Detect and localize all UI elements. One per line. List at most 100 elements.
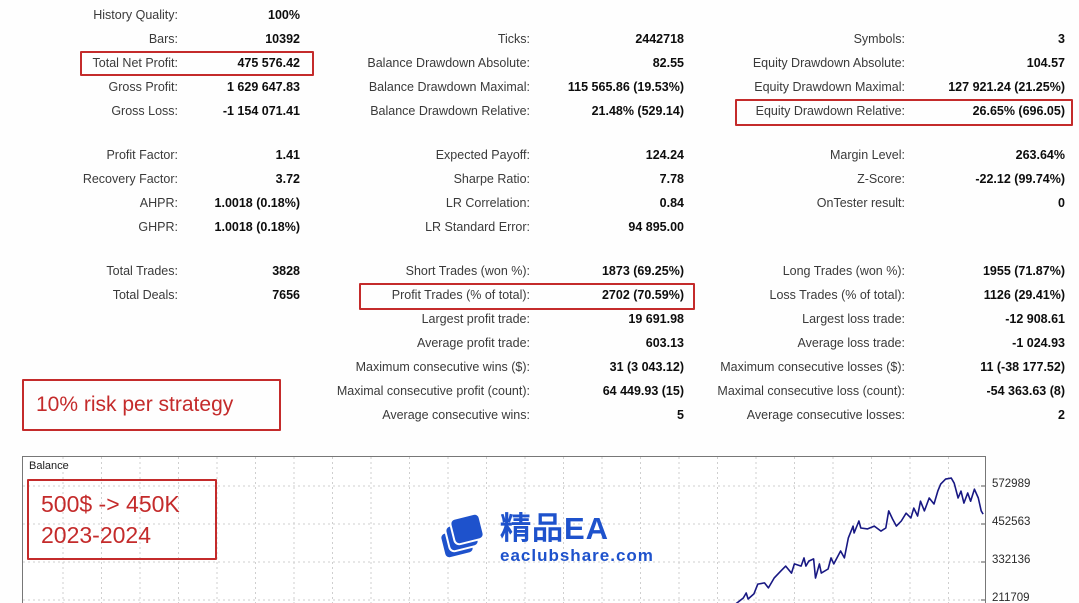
y-axis-tick-label: 332136 (992, 554, 1031, 566)
stat-row: Balance Drawdown Absolute: 82.55 (310, 51, 684, 75)
stat-row: Average loss trade: -1 024.93 (690, 331, 1065, 355)
stat-value: 0.84 (659, 196, 684, 210)
stat-value: 10392 (265, 32, 300, 46)
stat-value: 127 921.24 (21.25%) (948, 80, 1065, 94)
stat-value: 1126 (29.41%) (983, 288, 1065, 302)
stats-column-2-section-2: Expected Payoff: 124.24 Sharpe Ratio: 7.… (310, 143, 684, 239)
stat-label: Balance Drawdown Relative: (370, 104, 530, 118)
stats-column-1-section-3: Total Trades: 3828 Total Deals: 7656 (0, 259, 300, 307)
stat-row: Average consecutive losses: 2 (690, 403, 1065, 427)
stat-row: OnTester result: 0 (690, 191, 1065, 215)
stat-label: Maximum consecutive wins ($): (355, 360, 530, 374)
stat-value: -1 024.93 (1012, 336, 1065, 350)
stat-row: Long Trades (won %): 1955 (71.87%) (690, 259, 1065, 283)
stat-label: Average consecutive wins: (382, 408, 530, 422)
stat-row: Maximum consecutive losses ($): 11 (-38 … (690, 355, 1065, 379)
stat-label: GHPR: (138, 220, 178, 234)
stat-label: Profit Trades (% of total): (391, 288, 530, 302)
stat-label: Gross Profit: (108, 80, 178, 94)
stat-label: Gross Loss: (111, 104, 178, 118)
stat-label: AHPR: (139, 196, 178, 210)
stat-value: 1 629 647.83 (227, 80, 300, 94)
stat-row: Maximal consecutive loss (count): -54 36… (690, 379, 1065, 403)
stat-row: Maximum consecutive wins ($): 31 (3 043.… (310, 355, 684, 379)
stat-value: 263.64% (1015, 148, 1065, 162)
stat-label: Short Trades (won %): (405, 264, 530, 278)
stat-value: 2442718 (635, 32, 684, 46)
stat-value: 1.0018 (0.18%) (214, 220, 300, 234)
stat-value: 3 (1058, 32, 1065, 46)
stat-row: GHPR: 1.0018 (0.18%) (0, 215, 300, 239)
risk-annotation-text: 10% risk per strategy (36, 393, 234, 416)
stat-label: Total Deals: (112, 288, 178, 302)
stat-row: LR Standard Error: 94 895.00 (310, 215, 684, 239)
watermark-brand-text: 精品EA (500, 511, 610, 546)
stat-value: 1.0018 (0.18%) (214, 196, 300, 210)
stat-label: Equity Drawdown Absolute: (752, 56, 905, 70)
stat-value: 26.65% (696.05) (972, 104, 1065, 118)
stat-row: Ticks: 2442718 (310, 27, 684, 51)
stat-label: Equity Drawdown Maximal: (754, 80, 905, 94)
result-annotation-line2: 2023-2024 (41, 521, 151, 548)
stat-value: 104.57 (1026, 56, 1065, 70)
highlight-box-equity-drawdown-relative (735, 99, 1073, 126)
y-axis-tick-label: 572989 (992, 478, 1031, 491)
stat-label: Z-Score: (857, 172, 905, 186)
watermark-logo-icon (440, 512, 485, 560)
stat-value: 11 (-38 177.52) (980, 360, 1065, 374)
stat-row: Largest loss trade: -12 908.61 (690, 307, 1065, 331)
stat-row: Largest profit trade: 19 691.98 (310, 307, 684, 331)
watermark: 精品EA eaclubshare.com (440, 512, 654, 566)
stats-column-1-section-2: Profit Factor: 1.41 Recovery Factor: 3.7… (0, 143, 300, 239)
stat-row: Bars: 10392 (0, 27, 300, 51)
stats-column-3-section-1: Symbols: 3 Equity Drawdown Absolute: 104… (690, 27, 1065, 123)
stat-value: 82.55 (652, 56, 684, 70)
stat-value: 124.24 (645, 148, 684, 162)
stat-row: Profit Factor: 1.41 (0, 143, 300, 167)
stat-value: -22.12 (99.74%) (975, 172, 1065, 186)
stat-row: Symbols: 3 (690, 27, 1065, 51)
highlight-box-total-net-profit (80, 51, 314, 76)
stat-label: LR Standard Error: (425, 220, 530, 234)
stat-value: 7656 (272, 288, 300, 302)
stat-row: Short Trades (won %): 1873 (69.25%) (310, 259, 684, 283)
stat-row: Gross Profit: 1 629 647.83 (0, 75, 300, 99)
stats-column-3-section-3: Long Trades (won %): 1955 (71.87%) Loss … (690, 259, 1065, 427)
y-axis-labels: 572989 452563 332136 211709 (992, 456, 1062, 603)
stat-value: 5 (677, 408, 684, 422)
stat-value: 21.48% (529.14) (591, 104, 684, 118)
stat-row: Balance Drawdown Maximal: 115 565.86 (19… (310, 75, 684, 99)
stat-label: LR Correlation: (445, 196, 530, 210)
result-annotation-box: 500$ -> 450K 2023-2024 (27, 479, 217, 560)
stat-label: Average loss trade: (797, 336, 905, 350)
stat-row: Equity Drawdown Maximal: 127 921.24 (21.… (690, 75, 1065, 99)
stats-column-1-section-1: History Quality: 100% Bars: 10392 Total … (0, 3, 300, 123)
stat-label: OnTester result: (816, 196, 905, 210)
stat-value: 19 691.98 (628, 312, 684, 326)
stats-column-2-section-1: Ticks: 2442718 Balance Drawdown Absolute… (310, 27, 684, 123)
stat-label: Bars: (148, 32, 178, 46)
stat-label: History Quality: (93, 8, 178, 22)
stat-value: 0 (1058, 196, 1065, 210)
stat-row: Profit Trades (% of total): 2702 (70.59%… (310, 283, 684, 307)
stats-column-3-section-2: Margin Level: 263.64% Z-Score: -22.12 (9… (690, 143, 1065, 215)
watermark-site-text: eaclubshare.com (500, 546, 654, 565)
stat-value: 2702 (70.59%) (601, 288, 684, 302)
stat-row: Margin Level: 263.64% (690, 143, 1065, 167)
stat-label: Total Trades: (106, 264, 178, 278)
stat-row: Recovery Factor: 3.72 (0, 167, 300, 191)
stat-value: 475 576.42 (237, 56, 300, 70)
stat-label: Ticks: (497, 32, 530, 46)
stat-value: 31 (3 043.12) (609, 360, 684, 374)
stat-label: Symbols: (853, 32, 905, 46)
stat-value: 64 449.93 (15) (602, 384, 684, 398)
stat-value: -54 363.63 (8) (986, 384, 1065, 398)
stat-value: 1955 (71.87%) (982, 264, 1065, 278)
balance-curve (23, 457, 986, 603)
stat-value: 100% (268, 8, 300, 22)
y-axis-tick-label: 211709 (992, 591, 1030, 603)
stat-value: 1.41 (275, 148, 300, 162)
stats-column-2-section-3: Short Trades (won %): 1873 (69.25%) Prof… (310, 259, 684, 427)
stat-value: 603.13 (645, 336, 684, 350)
chart-legend-balance: Balance (29, 460, 69, 472)
